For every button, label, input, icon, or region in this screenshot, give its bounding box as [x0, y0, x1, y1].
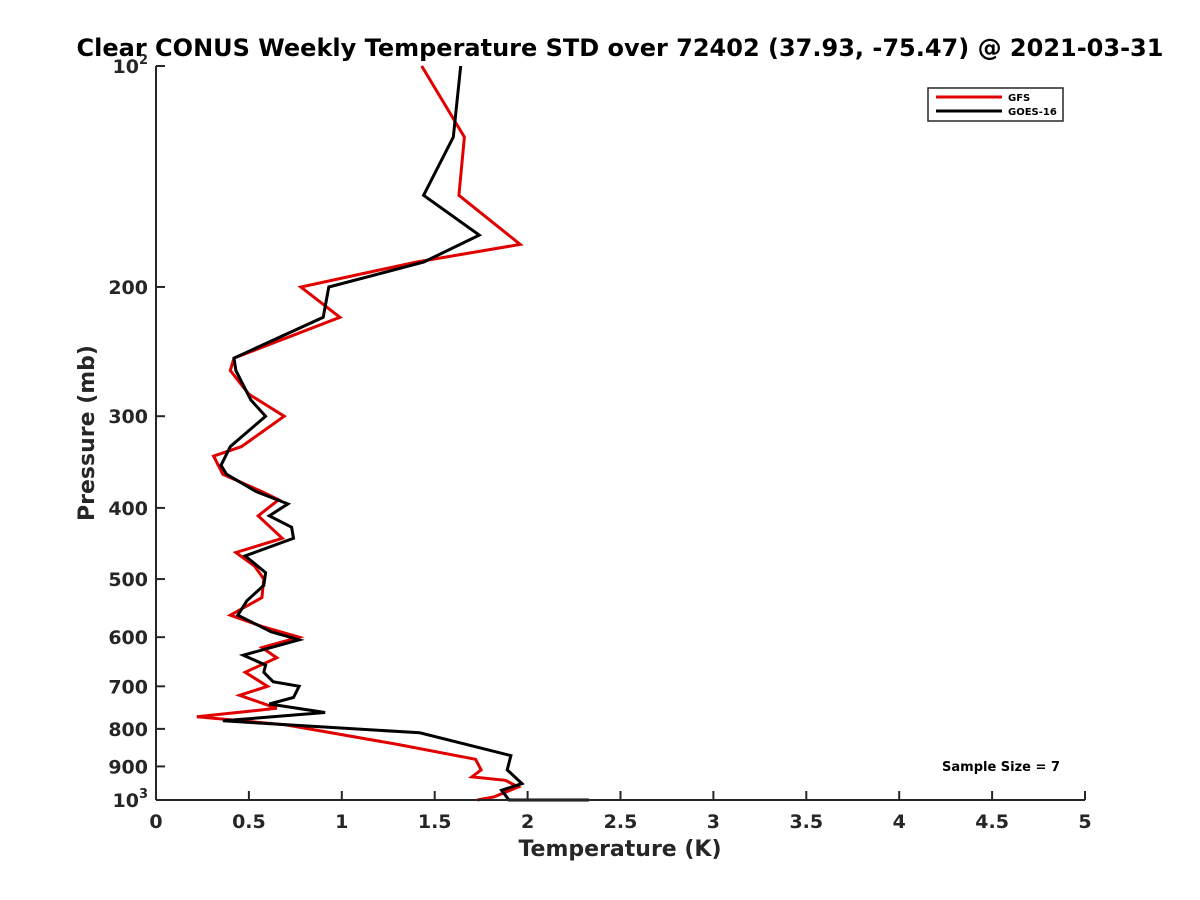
y-axis-ticks: 102 200 300 400 500 600 700 800 900 103	[108, 53, 165, 812]
x-tick-label: 2.5	[604, 811, 638, 833]
y-tick-label: 400	[108, 498, 148, 520]
x-tick-label: 0	[149, 811, 162, 833]
x-tick-label: 5	[1078, 811, 1091, 833]
x-axis-ticks: 0 0.5 1 1.5 2 2.5 3 3.5 4 4.5 5	[149, 791, 1092, 833]
x-tick-label: 4.5	[975, 811, 1009, 833]
y-tick-label: 500	[108, 569, 148, 591]
y-tick-label: 800	[108, 719, 148, 741]
x-tick-label: 1.5	[418, 811, 452, 833]
y-tick-label: 700	[108, 676, 148, 698]
x-tick-label: 1	[335, 811, 348, 833]
legend: GFS GOES-16	[927, 87, 1064, 122]
y-tick-label: 102	[113, 53, 149, 78]
sample-size-annotation: Sample Size = 7	[942, 760, 1060, 775]
series-lines	[196, 65, 589, 802]
y-tick-label: 200	[108, 277, 148, 299]
y-tick-label: 900	[108, 756, 148, 778]
x-tick-label: 2	[521, 811, 534, 833]
legend-box	[927, 87, 1064, 122]
y-tick-label: 103	[113, 787, 149, 812]
x-tick-label: 0.5	[232, 811, 266, 833]
chart-title: Clear CONUS Weekly Temperature STD over …	[77, 34, 1164, 62]
legend-label: GOES-16	[1008, 107, 1057, 118]
y-axis-label: Pressure (mb)	[75, 345, 100, 521]
y-tick-label: 600	[108, 627, 148, 649]
x-axis-label: Temperature (K)	[518, 837, 721, 862]
legend-label: GFS	[1008, 93, 1030, 104]
x-tick-label: 4	[893, 811, 906, 833]
x-tick-label: 3	[707, 811, 720, 833]
x-tick-label: 3.5	[789, 811, 823, 833]
series-line-goes-16	[219, 65, 589, 802]
y-tick-label: 300	[108, 406, 148, 428]
